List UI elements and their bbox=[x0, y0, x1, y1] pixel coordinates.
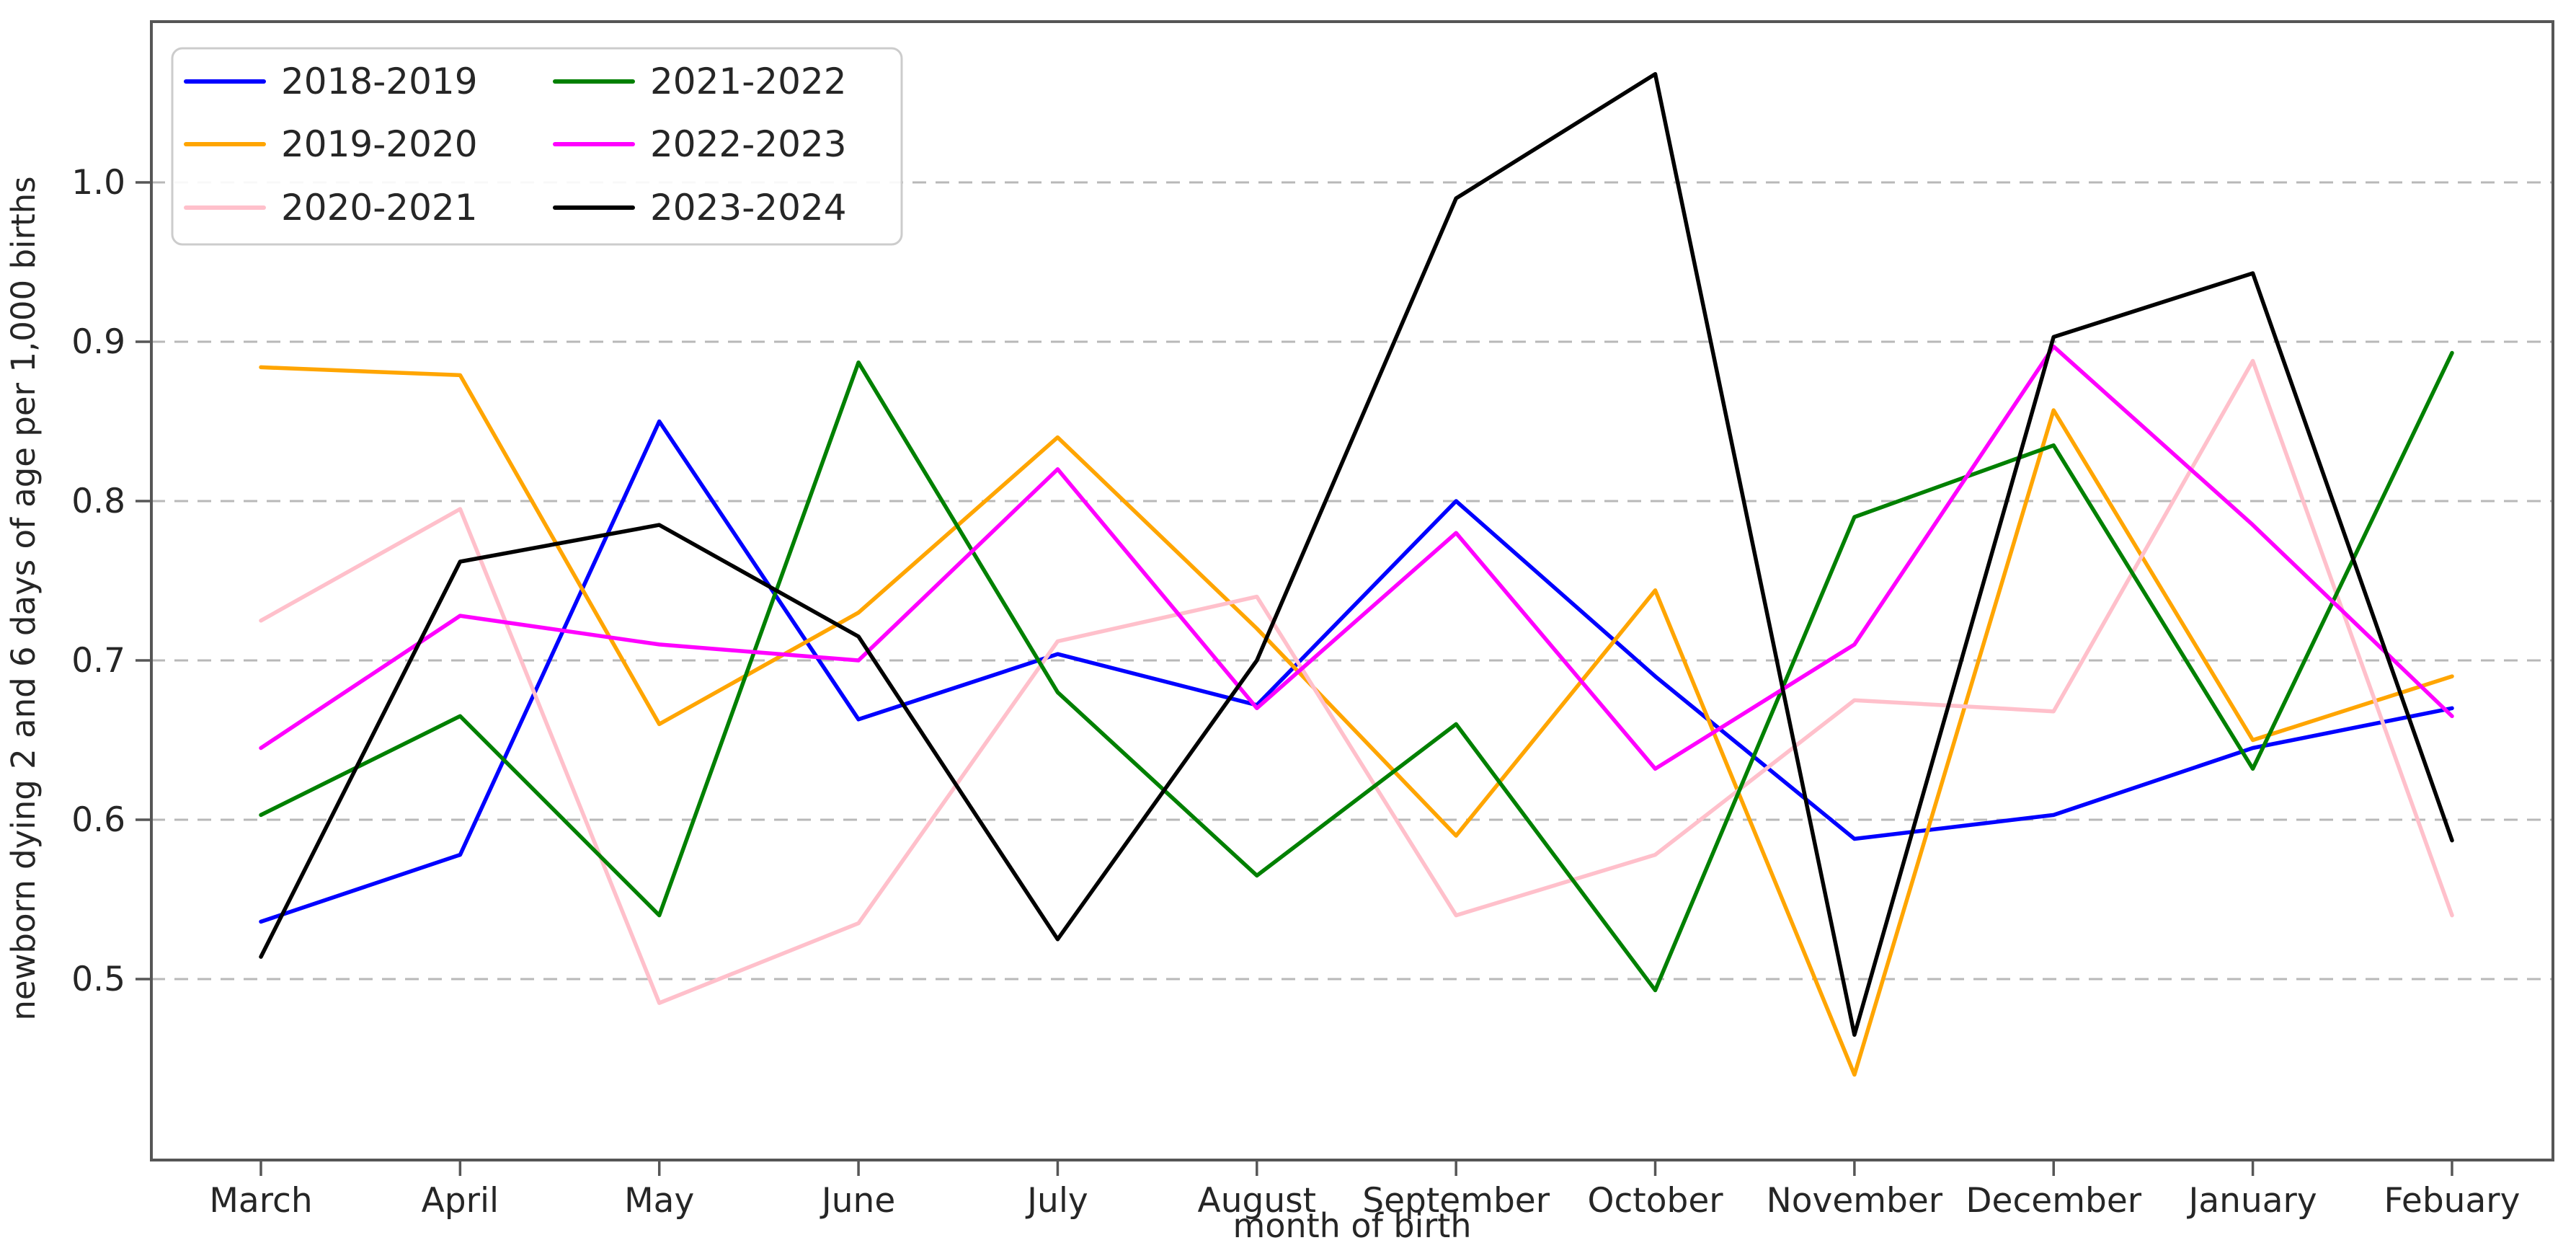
legend-label: 2020-2021 bbox=[281, 187, 478, 229]
legend-box bbox=[171, 47, 903, 246]
series-layer bbox=[259, 71, 2454, 1077]
legend-item-2022-2023: 2022-2023 bbox=[553, 123, 847, 165]
series-line-2023-2024 bbox=[259, 71, 2454, 1037]
x-tick-label: April bbox=[422, 1181, 499, 1221]
x-tick-label: June bbox=[820, 1181, 895, 1221]
x-tick-label: Febuary bbox=[2384, 1181, 2520, 1221]
y-tick-label: 0.7 bbox=[71, 641, 125, 681]
y-tick-label: 0.6 bbox=[71, 800, 125, 840]
series-line-2022-2023 bbox=[259, 344, 2454, 771]
y-tick-label: 0.9 bbox=[71, 322, 125, 362]
x-tick-label: November bbox=[1767, 1181, 1943, 1221]
series-line-2018-2019 bbox=[259, 419, 2454, 924]
axis-layer: 0.5 0.6 0.7 0.8 0.9 1.0 March April May June July A… bbox=[71, 20, 2554, 1221]
legend-item-2020-2021: 2020-2021 bbox=[184, 187, 478, 229]
x-tick-label: May bbox=[624, 1181, 694, 1221]
legend-label: 2021-2022 bbox=[650, 61, 847, 102]
x-tick-label: September bbox=[1362, 1181, 1550, 1221]
series-line-2020-2021 bbox=[259, 358, 2454, 1005]
legend-label: 2019-2020 bbox=[281, 123, 478, 165]
series-line-2021-2022 bbox=[259, 350, 2454, 993]
x-tick-label: January bbox=[2187, 1181, 2317, 1221]
legend-item-2018-2019: 2018-2019 bbox=[184, 61, 478, 102]
x-tick-label: October bbox=[1587, 1181, 1723, 1221]
legend-item-2019-2020: 2019-2020 bbox=[184, 123, 478, 165]
y-tick-label: 1.0 bbox=[71, 163, 125, 203]
x-tick-label: August bbox=[1198, 1181, 1316, 1221]
x-tick-label: March bbox=[209, 1181, 312, 1221]
legend-item-2021-2022: 2021-2022 bbox=[553, 61, 847, 102]
y-axis-label: newborn dying 2 and 6 days of age per 1,… bbox=[4, 176, 43, 1020]
y-tick-label: 0.5 bbox=[71, 960, 125, 999]
legend-item-2023-2024: 2023-2024 bbox=[553, 187, 847, 229]
x-axis-label: month of birth bbox=[1233, 1206, 1472, 1245]
x-tick-label: December bbox=[1966, 1181, 2141, 1221]
plot-border bbox=[150, 20, 2554, 1161]
legend-label: 2022-2023 bbox=[650, 123, 847, 165]
series-line-2019-2020 bbox=[259, 365, 2454, 1077]
x-tick-label: July bbox=[1025, 1181, 1088, 1221]
legend-label: 2018-2019 bbox=[281, 61, 478, 102]
y-tick-label: 0.8 bbox=[71, 482, 125, 521]
grid-layer bbox=[151, 181, 2553, 981]
legend: 2018-2019 2019-2020 2020-2021 2021-2022 2022… bbox=[171, 47, 903, 246]
legend-label: 2023-2024 bbox=[650, 187, 847, 229]
